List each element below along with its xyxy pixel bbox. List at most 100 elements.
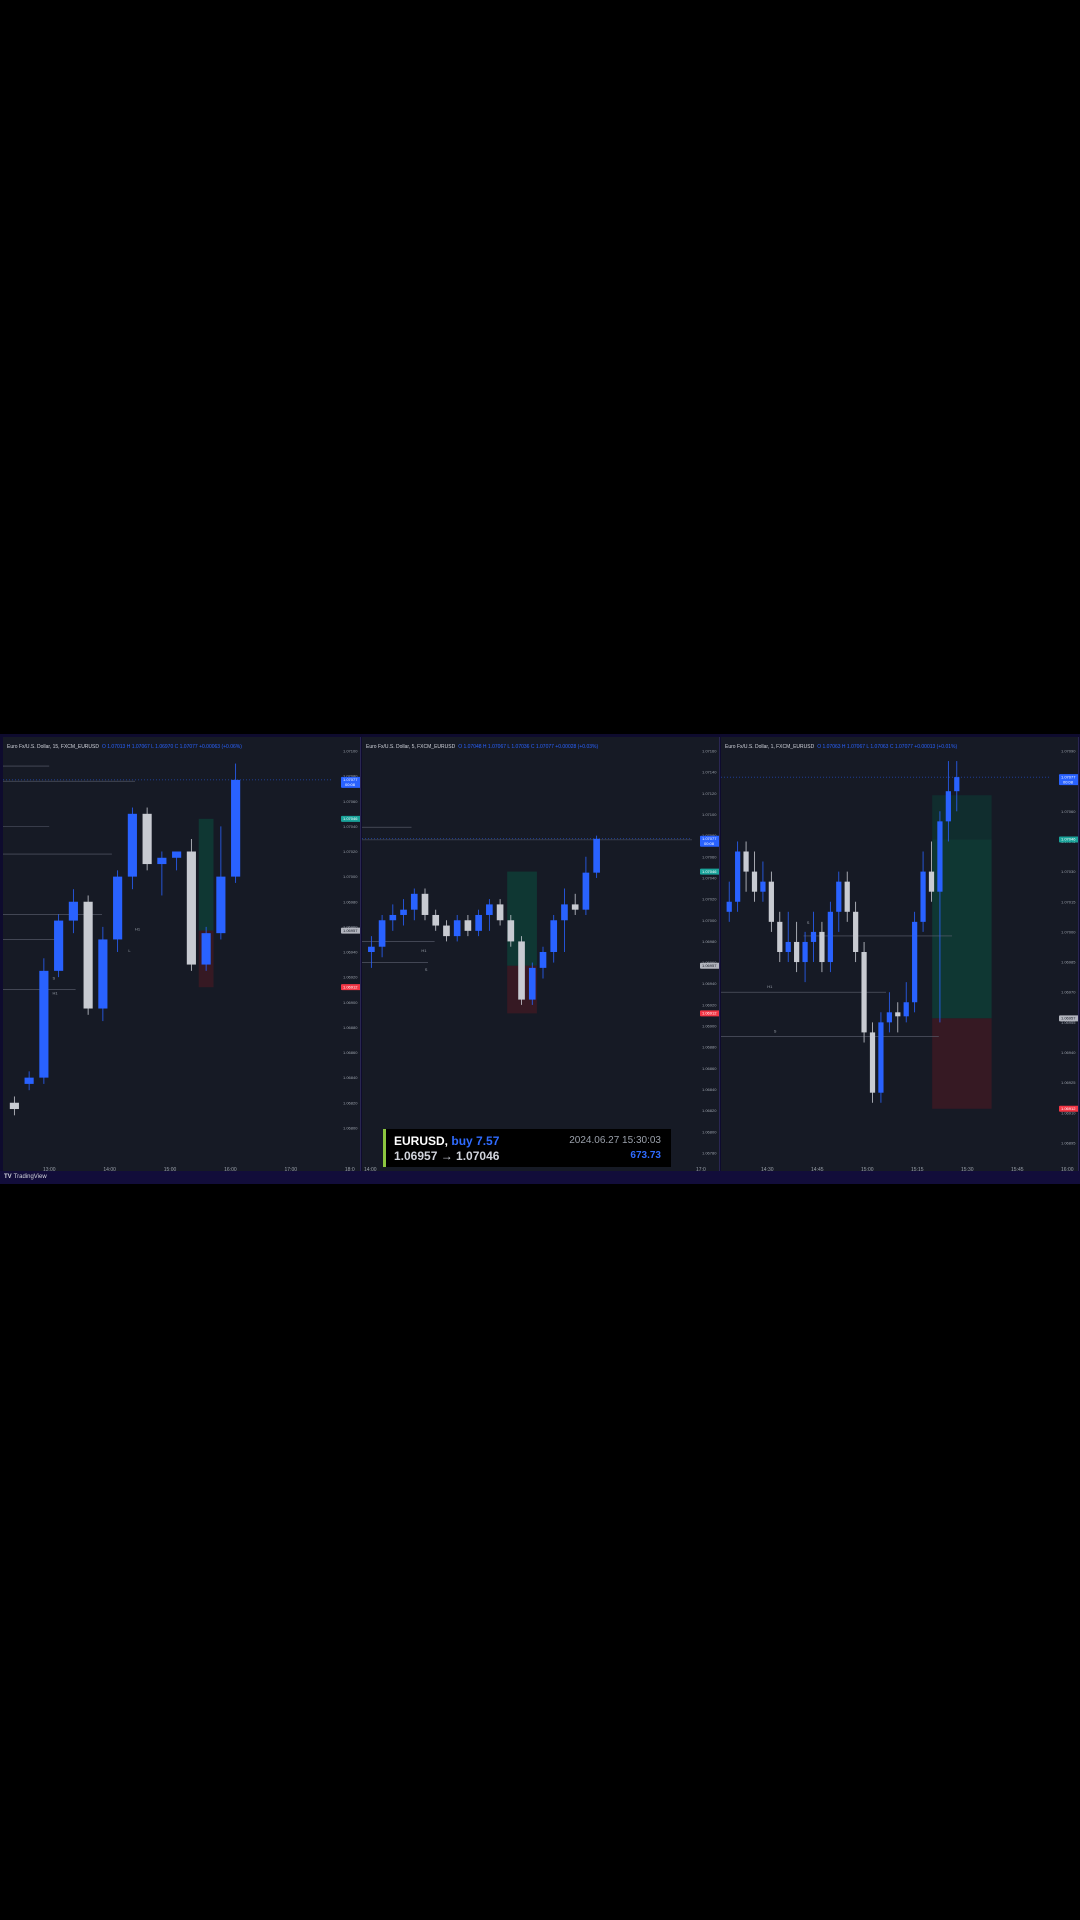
candle-body (464, 920, 472, 931)
price-tag-label: 1.06912 (702, 1011, 717, 1016)
x-tick-label: 14:00 (364, 1167, 377, 1173)
price-tag-label: 1.07046 (343, 816, 358, 821)
candle-body (743, 851, 749, 872)
chart-legend: Euro Fx/U.S. Dollar, 1, FXCM_EURUSD O 1.0… (725, 744, 957, 750)
candle-body (410, 893, 418, 910)
tradingview-logo[interactable]: TV TradingView (4, 1174, 47, 1180)
candle-body (98, 939, 108, 1009)
y-tick-label: 1.06910 (1061, 1110, 1076, 1115)
candle-body (794, 941, 800, 963)
candle-body (443, 925, 450, 937)
price-tag-countdown: 00:08 (345, 782, 356, 787)
price-tag-label: 1.06912 (1061, 1106, 1076, 1111)
candle-body (802, 941, 808, 963)
chart-pane-1m[interactable]: SH1S1.070901.070751.070601.070451.070301… (721, 737, 1079, 1176)
x-tick-label: 13:00 (43, 1167, 56, 1173)
x-tick-label: 14:00 (103, 1167, 116, 1173)
y-tick-label: 1.07160 (702, 749, 717, 754)
y-tick-label: 1.07140 (702, 770, 717, 775)
candle-body (389, 914, 397, 921)
trade-prices: 1.06957 → 1.07046 (394, 1149, 500, 1163)
y-tick-label: 1.07040 (343, 824, 358, 829)
candle-body (785, 941, 791, 952)
y-tick-label: 1.06860 (702, 1066, 717, 1071)
candle-body (886, 1012, 892, 1023)
trade-datetime: 2024.06.27 15:30:03 (569, 1135, 661, 1146)
y-tick-label: 1.06840 (343, 1075, 358, 1080)
candle-body (127, 813, 137, 877)
legend-symbol: Euro Fx/U.S. Dollar, 15, FXCM_EURUSD (7, 744, 99, 750)
legend-ohlc: O 1.07063 H 1.07067 L 1.07063 C 1.07077 … (817, 744, 958, 750)
y-tick-label: 1.06860 (343, 1050, 358, 1055)
candle-body (475, 914, 482, 931)
level-label: H1 (135, 927, 141, 932)
y-tick-label: 1.07040 (702, 875, 717, 880)
x-tick-label: 15:15 (911, 1167, 924, 1173)
trade-pnl: 673.73 (630, 1150, 661, 1161)
price-tag-label: 1.07077 (1061, 774, 1076, 779)
y-tick-label: 1.06955 (1061, 1020, 1076, 1025)
candle-body (912, 921, 918, 1003)
y-tick-label: 1.06880 (702, 1045, 717, 1050)
candle-body (507, 920, 515, 942)
trade-symbol-line: EURUSD, buy 7.57 (394, 1134, 499, 1148)
candle-body (945, 791, 951, 822)
level-label: H1 (53, 991, 59, 996)
y-tick-label: 1.07020 (702, 897, 717, 902)
chart-pane-15m[interactable]: H1 L S H1 1.07100 1.07080 1.07060 1.07040 1.0702… (3, 737, 361, 1176)
profit-zone (198, 818, 214, 931)
price-tag-label: 1.07046 (1061, 837, 1076, 842)
candle-body (920, 871, 926, 922)
price-tag-label: 1.07077 (343, 777, 358, 782)
x-tick-label: 14:30 (761, 1167, 774, 1173)
candle-body (142, 813, 152, 865)
y-tick-label: 1.06985 (1061, 960, 1076, 965)
price-tag (1059, 1105, 1078, 1112)
candle-body (937, 821, 943, 892)
level-label: H1 (767, 984, 773, 989)
price-tag (700, 868, 719, 875)
candle-body (726, 901, 732, 912)
y-tick-label: 1.07090 (1061, 749, 1076, 754)
tv-logo-icon: TV (4, 1174, 12, 1180)
level-label: S (807, 920, 810, 925)
chart-layout: H1 L S H1 1.07100 1.07080 1.07060 1.07040 1.0702… (0, 734, 1080, 1184)
price-tag-label: 1.06957 (1061, 1016, 1076, 1021)
y-tick-label: 1.07000 (1061, 929, 1076, 934)
price-tag-label: 1.07077 (702, 836, 717, 841)
candle-body (216, 876, 226, 934)
y-tick-label: 1.06820 (343, 1100, 358, 1105)
y-tick-label: 1.06880 (343, 1025, 358, 1030)
price-tag-countdown: 00:08 (704, 841, 715, 846)
y-tick-label: 1.06780 (702, 1151, 717, 1156)
level-label: L (128, 948, 131, 953)
candle-body (810, 931, 817, 942)
y-tick-label: 1.06920 (343, 975, 358, 980)
candle-body (186, 851, 196, 965)
price-tag-label: 1.06957 (343, 928, 358, 933)
y-tick-label: 1.06940 (1061, 1050, 1076, 1055)
x-tick-label: 15:45 (1011, 1167, 1024, 1173)
candle-body (201, 933, 211, 965)
x-tick-label: 17:00 (285, 1167, 298, 1173)
candle-body (836, 881, 842, 912)
candle-body (561, 904, 568, 921)
tradingview-footer: TV TradingView (0, 1171, 1080, 1184)
candle-body (486, 904, 493, 915)
x-tick-label: 16:00 (1061, 1167, 1074, 1173)
level-label: S (53, 976, 56, 981)
y-tick-label: 1.07000 (702, 918, 717, 923)
candle-body (861, 952, 867, 1033)
trade-symbol: EURUSD, (394, 1134, 449, 1148)
x-tick-label: 15:00 (861, 1167, 874, 1173)
y-tick-label: 1.06900 (343, 1000, 358, 1005)
chart-pane-5m[interactable]: H1 S 1.07160 1.07140 1.07120 1.07100 1.07080 1.… (362, 737, 720, 1176)
chart-legend: Euro Fx/U.S. Dollar, 15, FXCM_EURUSD O 1.… (7, 744, 242, 750)
candle-body (582, 872, 590, 910)
candle-body (895, 1012, 901, 1017)
y-tick-label: 1.06980 (702, 939, 717, 944)
y-tick-label: 1.06820 (702, 1108, 717, 1113)
x-tick-label: 15:30 (961, 1167, 974, 1173)
price-tag (1059, 774, 1078, 786)
candle-body (777, 921, 783, 952)
